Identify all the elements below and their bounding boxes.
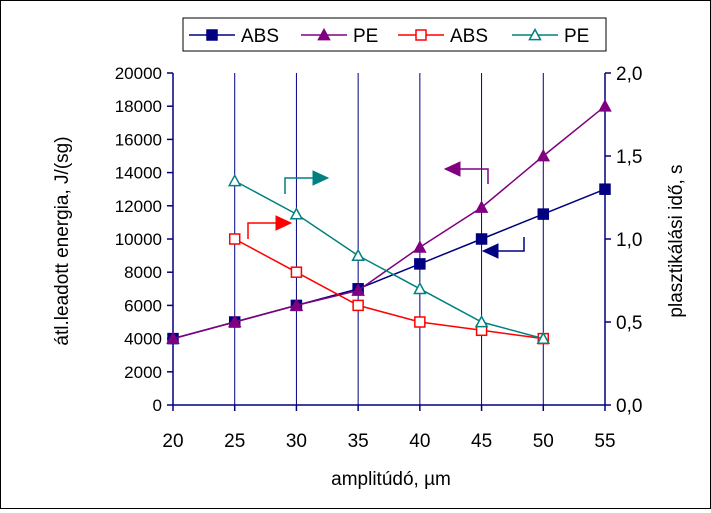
legend-marker bbox=[317, 27, 331, 41]
data-point bbox=[351, 283, 365, 296]
x-tick-label: 55 bbox=[594, 431, 615, 452]
data-point bbox=[352, 299, 364, 312]
data-point bbox=[475, 233, 488, 245]
y-tick-label: 10000 bbox=[115, 230, 162, 249]
legend-label: PE bbox=[564, 26, 589, 47]
y-tick-label: 12000 bbox=[115, 197, 162, 216]
axes bbox=[167, 72, 611, 411]
data-point bbox=[599, 183, 611, 195]
y-tick-label: 2000 bbox=[124, 363, 162, 382]
x-tick-label: 35 bbox=[348, 431, 369, 452]
legend-label: ABS bbox=[450, 26, 488, 47]
y-axis-label: átl.leadott energia, J/(sg) bbox=[52, 136, 73, 345]
y2-tick-label: 0,5 bbox=[616, 313, 642, 334]
arrow-abs-right-axis bbox=[247, 215, 293, 239]
data-point bbox=[227, 314, 242, 328]
arrow-shaft bbox=[496, 237, 525, 252]
y-tick-label: 18000 bbox=[115, 97, 162, 116]
legend: ABS PE ABS PE bbox=[182, 17, 607, 52]
tick-labels: 20 25 30 35 40 45 50 55 0 2000 4000 6000 8000 10000 12… bbox=[115, 64, 643, 452]
y2-axis-label: plasztikálási idő, s bbox=[666, 164, 687, 317]
arrow-shaft bbox=[284, 177, 313, 194]
legend-entry-abs-left: ABS bbox=[189, 26, 279, 47]
y-tick-label: 8000 bbox=[124, 263, 162, 282]
data-point bbox=[536, 331, 551, 345]
series-line bbox=[234, 238, 544, 340]
data-point bbox=[414, 258, 426, 270]
x-axis-label: amplitúdó, µm bbox=[331, 469, 451, 490]
arrow-shaft bbox=[247, 222, 276, 239]
legend-label: ABS bbox=[241, 26, 279, 47]
y2-tick-label: 2,0 bbox=[616, 64, 642, 85]
legend-marker bbox=[415, 29, 427, 41]
legend-marker bbox=[528, 27, 542, 41]
data-point bbox=[166, 331, 180, 345]
y-tick-label: 0 bbox=[153, 396, 162, 415]
x-tick-label: 40 bbox=[409, 431, 430, 452]
arrow-head bbox=[443, 161, 461, 177]
legend-entry-pe-right: PE bbox=[512, 26, 589, 47]
arrow-head bbox=[275, 215, 293, 231]
arrow-abs-left-axis bbox=[481, 237, 525, 259]
arrow-head bbox=[312, 170, 330, 186]
series-pe-left bbox=[166, 99, 612, 345]
x-tick-label: 50 bbox=[533, 431, 554, 452]
y2-tick-label: 1,5 bbox=[616, 147, 642, 168]
data-point bbox=[290, 266, 303, 278]
annotation-arrows bbox=[247, 161, 525, 259]
y-tick-label: 4000 bbox=[124, 330, 162, 349]
y-tick-label: 6000 bbox=[124, 296, 162, 315]
arrow-head bbox=[481, 243, 499, 259]
arrow-pe-right-axis bbox=[284, 170, 330, 194]
x-tick-label: 45 bbox=[471, 431, 492, 452]
data-point bbox=[536, 148, 551, 162]
data-point bbox=[413, 240, 427, 253]
series-line bbox=[234, 180, 544, 340]
series-pe-right bbox=[227, 173, 551, 345]
data-point bbox=[228, 233, 241, 245]
data-point bbox=[351, 248, 365, 262]
series-line bbox=[172, 105, 606, 340]
x-tick-label: 25 bbox=[224, 431, 245, 452]
y2-tick-label: 0,0 bbox=[616, 396, 642, 417]
y-tick-label: 16000 bbox=[115, 130, 162, 149]
series-layer bbox=[166, 99, 612, 345]
y-tick-label: 20000 bbox=[115, 64, 162, 83]
arrow-shaft bbox=[458, 168, 489, 184]
arrow-pe-left-axis bbox=[443, 161, 489, 184]
y2-tick-label: 1,0 bbox=[616, 230, 642, 251]
data-point bbox=[474, 200, 489, 213]
legend-entry-abs-right: ABS bbox=[398, 26, 488, 47]
data-point bbox=[414, 316, 426, 328]
data-point bbox=[289, 298, 304, 311]
data-point bbox=[227, 173, 242, 187]
data-point bbox=[413, 281, 427, 295]
legend-label: PE bbox=[353, 26, 378, 47]
data-point bbox=[537, 208, 550, 220]
x-tick-label: 30 bbox=[286, 431, 307, 452]
legend-entry-pe-left: PE bbox=[301, 26, 378, 47]
data-point bbox=[289, 207, 304, 220]
data-point bbox=[474, 314, 489, 328]
legend-marker bbox=[206, 29, 218, 41]
data-point bbox=[598, 99, 612, 112]
y-tick-label: 14000 bbox=[115, 164, 162, 183]
x-tick-label: 20 bbox=[162, 431, 183, 452]
